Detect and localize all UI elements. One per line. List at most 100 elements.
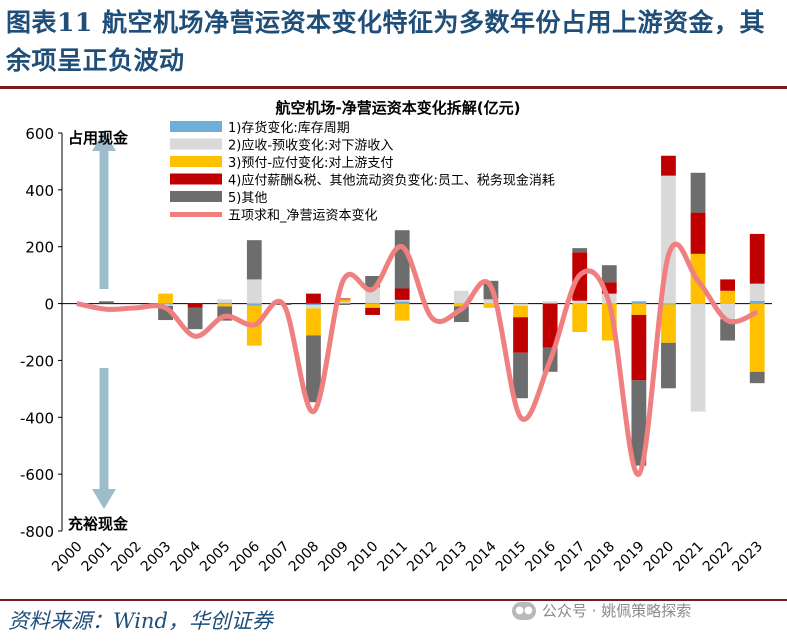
- bar-prepaid: [217, 303, 233, 307]
- bar-other: [720, 319, 736, 341]
- bottom-rule: [0, 599, 787, 601]
- legend-label-other: 5)其他: [228, 191, 267, 206]
- x-tick-label: 2016: [522, 538, 559, 575]
- legend: 1)存货变化:库存周期 2)应收-预收变化:对下游收入3)预付-应付变化:对上游支…: [170, 120, 555, 224]
- bar-prepaid: [749, 303, 765, 372]
- legend-label-prepaid: 3)预付-应付变化:对上游支付: [228, 155, 393, 171]
- bars: [98, 155, 765, 466]
- chart: 6004002000-200-400-600-80020002001200220…: [20, 99, 772, 575]
- y-tick-label: -800: [20, 523, 54, 541]
- bar-other: [631, 380, 647, 466]
- bar-prepaid: [365, 303, 381, 308]
- bar-prepaid: [394, 303, 410, 321]
- bar-other: [601, 265, 617, 283]
- bar-inventory: [217, 302, 233, 304]
- bar-receivable: [306, 304, 321, 309]
- bar-inventory: [749, 300, 765, 304]
- cash-arrows: [92, 131, 116, 509]
- x-tick-label: 2014: [463, 538, 500, 575]
- annotations: 占用现金 充裕现金: [68, 129, 129, 533]
- bar-receivable: [217, 299, 233, 303]
- arrow-down-head: [92, 489, 116, 509]
- bar-other: [187, 307, 203, 330]
- bar-other: [572, 248, 588, 253]
- bar-prepaid: [335, 299, 351, 303]
- bar-inventory: [306, 303, 321, 305]
- y-tick-label: 200: [25, 239, 54, 257]
- legend-swatch-payroll: [170, 173, 222, 185]
- annotation-up: 占用现金: [68, 129, 129, 147]
- bar-payroll: [394, 288, 410, 300]
- legend-label-payroll: 4)应付薪酬&税、其他流动资负变化:员工、税务现金消耗: [228, 173, 555, 189]
- x-tick-label: 2003: [138, 539, 175, 576]
- y-tick-label: -400: [20, 409, 54, 427]
- legend-swatch-other: [170, 191, 222, 202]
- x-tick-label: 2007: [256, 539, 293, 576]
- bar-receivable: [394, 299, 410, 302]
- x-tick-label: 2013: [434, 539, 471, 576]
- bar-other: [749, 371, 765, 384]
- x-tick-label: 2012: [404, 539, 441, 576]
- bar-other: [661, 342, 676, 389]
- x-tick-label: 2020: [641, 539, 678, 576]
- bar-other: [98, 301, 114, 304]
- x-tick-label: 2008: [286, 539, 323, 576]
- bar-payroll: [187, 303, 203, 308]
- bar-inventory: [631, 301, 647, 304]
- bar-receivable: [246, 279, 262, 304]
- bar-prepaid: [158, 293, 173, 304]
- bar-receivable: [483, 299, 499, 304]
- bar-prepaid: [572, 303, 588, 332]
- watermark-text: 公众号 · 姚佩策略探索: [542, 602, 692, 620]
- x-tick-label: 2010: [345, 539, 382, 576]
- y-tick-label: 0: [44, 296, 54, 314]
- bar-payroll: [690, 212, 706, 254]
- chart-title: 航空机场-净营运资本变化拆解(亿元): [276, 99, 521, 117]
- bar-payroll: [306, 293, 321, 304]
- bar-prepaid: [483, 303, 499, 308]
- x-tick-label: 2018: [582, 539, 619, 576]
- x-tick-label: 2006: [227, 538, 264, 575]
- y-tick-label: 600: [25, 125, 54, 143]
- bar-payroll: [661, 155, 676, 176]
- bar-inventory: [365, 303, 381, 304]
- bar-payroll: [601, 282, 617, 294]
- figure-title: 图表11 航空机场净营运资本变化特征为多数年份占用上游资金，其余项呈正负波动: [6, 8, 765, 75]
- y-tick-label: -200: [20, 352, 54, 370]
- x-tick-label: 2004: [167, 538, 204, 575]
- x-tick-label: 2019: [611, 539, 648, 576]
- annotation-down: 充裕现金: [68, 515, 129, 533]
- bar-prepaid: [306, 308, 321, 336]
- x-tick-label: 2005: [197, 539, 234, 576]
- bar-receivable: [335, 302, 351, 304]
- top-rule: [0, 86, 787, 89]
- bar-receivable: [572, 300, 588, 304]
- legend-swatch-receivable: [170, 138, 222, 150]
- legend-swatch-prepaid: [170, 156, 222, 167]
- bar-other: [690, 172, 706, 213]
- series-line-sum: [76, 241, 759, 477]
- bar-payroll: [749, 233, 765, 284]
- x-tick-label: 2021: [670, 539, 707, 576]
- bar-inventory: [661, 303, 676, 305]
- bar-other: [246, 240, 262, 280]
- bar-other: [513, 352, 528, 399]
- bar-other: [335, 303, 351, 305]
- bar-prepaid: [631, 303, 647, 315]
- bar-other: [365, 275, 381, 288]
- bar-payroll: [335, 298, 351, 300]
- bar-payroll: [720, 279, 736, 291]
- x-tick-label: 2011: [375, 539, 412, 576]
- watermark: ●● 公众号 · 姚佩策略探索: [512, 598, 691, 624]
- bar-receivable: [453, 290, 469, 304]
- x-tick-label: 2000: [49, 539, 86, 576]
- sum-line: [76, 241, 759, 477]
- bar-prepaid: [661, 304, 676, 343]
- bar-payroll: [542, 303, 558, 348]
- bar-payroll: [513, 317, 528, 353]
- bar-receivable: [513, 303, 528, 306]
- bar-prepaid: [513, 305, 528, 318]
- bar-payroll: [365, 307, 381, 315]
- x-tick-label: 2002: [108, 539, 145, 576]
- axes: 6004002000-200-400-600-80020002001200220…: [20, 125, 772, 575]
